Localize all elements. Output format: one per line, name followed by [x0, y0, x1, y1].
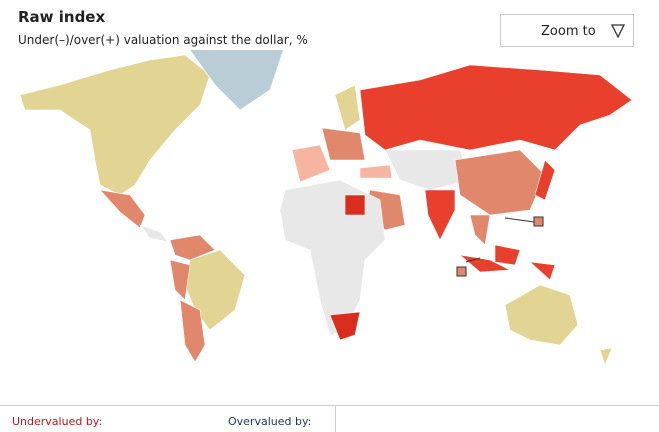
divider	[335, 406, 336, 432]
scandinavia	[334, 84, 361, 131]
central-america	[139, 224, 169, 243]
legend-bar: Undervalued by: Overvalued by:	[0, 405, 659, 432]
central-asia	[384, 149, 471, 191]
dropdown-arrow	[611, 24, 625, 38]
small-country-markers	[456, 216, 544, 277]
turkey	[359, 164, 393, 179]
africa	[279, 179, 386, 336]
mexico	[99, 189, 146, 229]
indonesia	[458, 244, 556, 281]
japan	[534, 159, 556, 201]
world-map	[19, 50, 633, 366]
new-zealand	[599, 347, 613, 366]
south-africa	[329, 311, 361, 341]
australia	[504, 284, 579, 346]
colombia	[169, 234, 216, 261]
zoom-dropdown[interactable]: Zoom to	[500, 14, 634, 47]
india	[424, 189, 456, 241]
china	[454, 149, 546, 216]
west-europe	[291, 144, 331, 183]
subtitle: Under(–)/over(+) valuation against the d…	[18, 33, 308, 47]
overvalued-label: Overvalued by:	[228, 415, 312, 428]
thailand	[469, 214, 491, 246]
greenland	[189, 50, 284, 111]
north-america	[19, 54, 211, 196]
egypt	[344, 194, 366, 216]
central-europe	[321, 127, 366, 161]
argentina	[179, 299, 206, 363]
peru	[169, 259, 191, 301]
title: Raw index	[18, 8, 106, 26]
zoom-label: Zoom to	[541, 24, 596, 39]
undervalued-label: Undervalued by:	[12, 415, 103, 428]
russia	[359, 64, 633, 151]
